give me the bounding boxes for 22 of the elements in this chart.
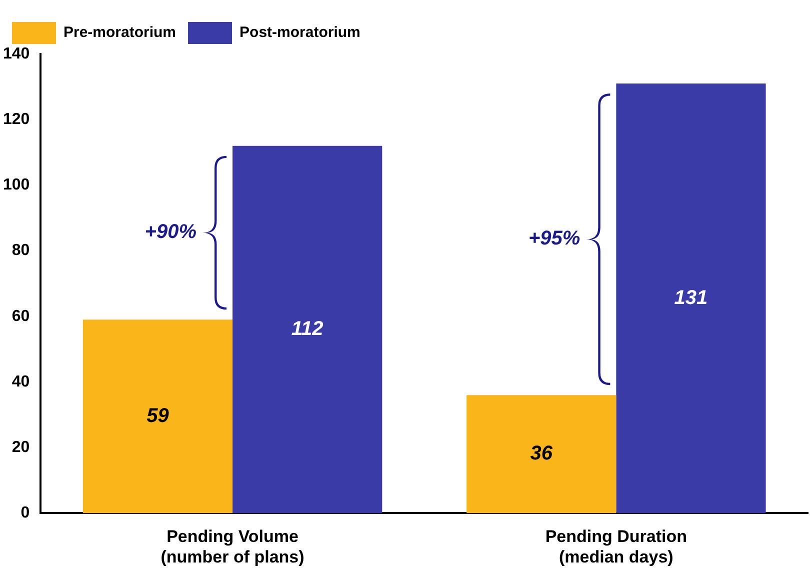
data-label: 112: [291, 318, 324, 340]
y-tick-label: 40: [12, 373, 30, 390]
bar: [616, 84, 766, 514]
annotation: +90%: [144, 221, 197, 244]
x-tick-label: Pending Duration (median days): [545, 527, 688, 566]
bar: [82, 320, 233, 514]
data-label: 131: [674, 286, 708, 309]
y-tick-label: 0: [20, 504, 30, 522]
legend-label: Pre-moratorium: [64, 24, 176, 42]
y-tick-label: 80: [12, 242, 30, 260]
y-tick-label: 140: [2, 45, 30, 62]
annotation: +95%: [528, 228, 580, 250]
y-tick-label: 20: [12, 439, 30, 456]
y-tick-label: 100: [2, 176, 30, 194]
legend-label: Post-moratorium: [240, 24, 360, 42]
data-label: 59: [146, 404, 170, 427]
bar: [466, 395, 616, 514]
x-tick-label: Pending Volume (number of plans): [160, 527, 304, 566]
data-label: 36: [530, 442, 554, 465]
y-tick-label: 60: [12, 308, 30, 325]
y-tick-label: 120: [2, 111, 30, 128]
bar: [232, 146, 382, 514]
